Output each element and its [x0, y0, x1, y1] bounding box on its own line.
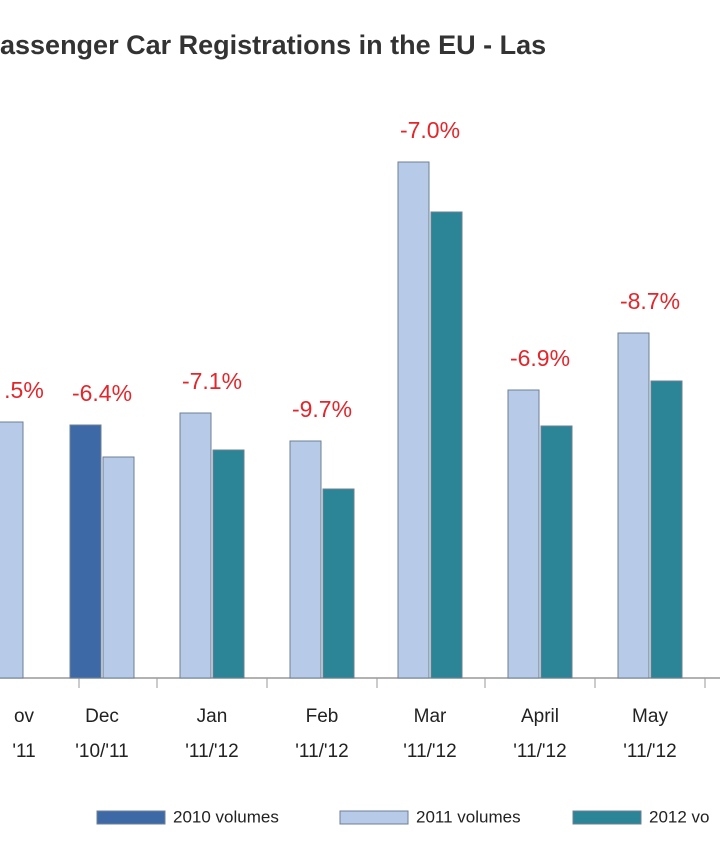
- legend-label: 2010 volumes: [173, 807, 279, 826]
- bar: [430, 211, 463, 679]
- bar: [69, 424, 102, 679]
- change-label: -6.9%: [510, 345, 570, 371]
- legend-label: 2011 volumes: [416, 807, 521, 826]
- bar: [540, 425, 573, 679]
- bar: [289, 440, 322, 679]
- bar: [179, 412, 212, 679]
- legend-swatch: [339, 810, 409, 825]
- x-period-label: '11/'12: [185, 741, 238, 762]
- bar: [397, 161, 430, 679]
- legend-swatch: [96, 810, 166, 825]
- legend-swatch: [572, 810, 642, 825]
- change-label: .5%: [4, 377, 44, 403]
- x-tick-label: Dec: [85, 706, 119, 727]
- bar: [650, 380, 683, 679]
- bar: [212, 449, 245, 679]
- change-label: -9.7%: [292, 396, 352, 422]
- x-period-label: '11/'12: [403, 741, 456, 762]
- change-label: -7.0%: [400, 117, 460, 143]
- bar: [322, 488, 355, 679]
- x-tick-label: May: [632, 706, 668, 727]
- chart-title: assenger Car Registrations in the EU - L…: [0, 30, 546, 60]
- change-label: -8.7%: [620, 288, 680, 314]
- bar: [0, 421, 24, 679]
- x-period-label: '11: [12, 741, 35, 762]
- bar: [102, 456, 135, 679]
- x-tick-label: ov: [14, 706, 35, 727]
- x-period-label: '11/'12: [513, 741, 566, 762]
- x-tick-label: Feb: [306, 706, 339, 727]
- x-tick-label: Jan: [197, 706, 228, 727]
- x-period-label: '11/'12: [295, 741, 348, 762]
- bar: [617, 332, 650, 679]
- legend-label: 2012 vo: [649, 807, 710, 826]
- change-label: -7.1%: [182, 368, 242, 394]
- bar: [507, 389, 540, 679]
- x-period-label: '10/'11: [75, 741, 128, 762]
- x-period-label: '11/'12: [623, 741, 676, 762]
- x-tick-label: Mar: [414, 706, 447, 727]
- change-label: -6.4%: [72, 380, 132, 406]
- x-tick-label: April: [521, 706, 559, 727]
